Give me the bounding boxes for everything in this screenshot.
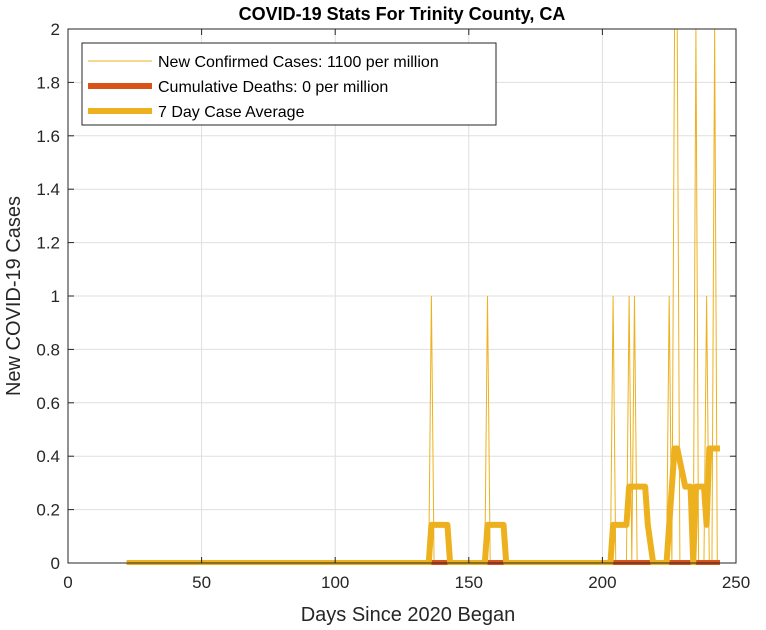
x-tick-label: 250	[722, 573, 750, 592]
x-tick-label: 200	[588, 573, 616, 592]
y-axis-label: New COVID-19 Cases	[3, 196, 25, 396]
tick-labels: 0 50 100 150 200 250 0 0.2 0.4 0.6 0.8 1 1.2 1.4 1.6 1.…	[36, 20, 750, 592]
legend: New Confirmed Cases: 1100 per million Cu…	[81, 42, 497, 126]
legend-label-new-cases: New Confirmed Cases: 1100 per million	[158, 54, 439, 71]
y-tick-label: 1	[51, 287, 60, 306]
y-tick-label: 0.4	[36, 447, 60, 466]
y-tick-label: 0.2	[36, 501, 60, 520]
x-tick-label: 150	[455, 573, 483, 592]
y-tick-label: 1.4	[36, 180, 60, 199]
y-tick-label: 2	[51, 20, 60, 39]
y-tick-label: 1.2	[36, 234, 60, 253]
y-tick-label: 0.6	[36, 394, 60, 413]
x-tick-label: 100	[321, 573, 349, 592]
legend-label-avg: 7 Day Case Average	[158, 104, 305, 121]
x-axis-label: Days Since 2020 Began	[301, 604, 516, 626]
x-tick-label: 50	[192, 573, 211, 592]
x-tick-label: 0	[63, 573, 72, 592]
legend-label-deaths: Cumulative Deaths: 0 per million	[158, 79, 388, 96]
y-tick-label: 1.6	[36, 127, 60, 146]
ticks	[67, 28, 737, 564]
y-tick-label: 0	[51, 554, 60, 573]
chart-title: COVID-19 Stats For Trinity County, CA	[239, 4, 566, 24]
y-tick-label: 1.8	[36, 73, 60, 92]
y-tick-label: 0.8	[36, 340, 60, 359]
